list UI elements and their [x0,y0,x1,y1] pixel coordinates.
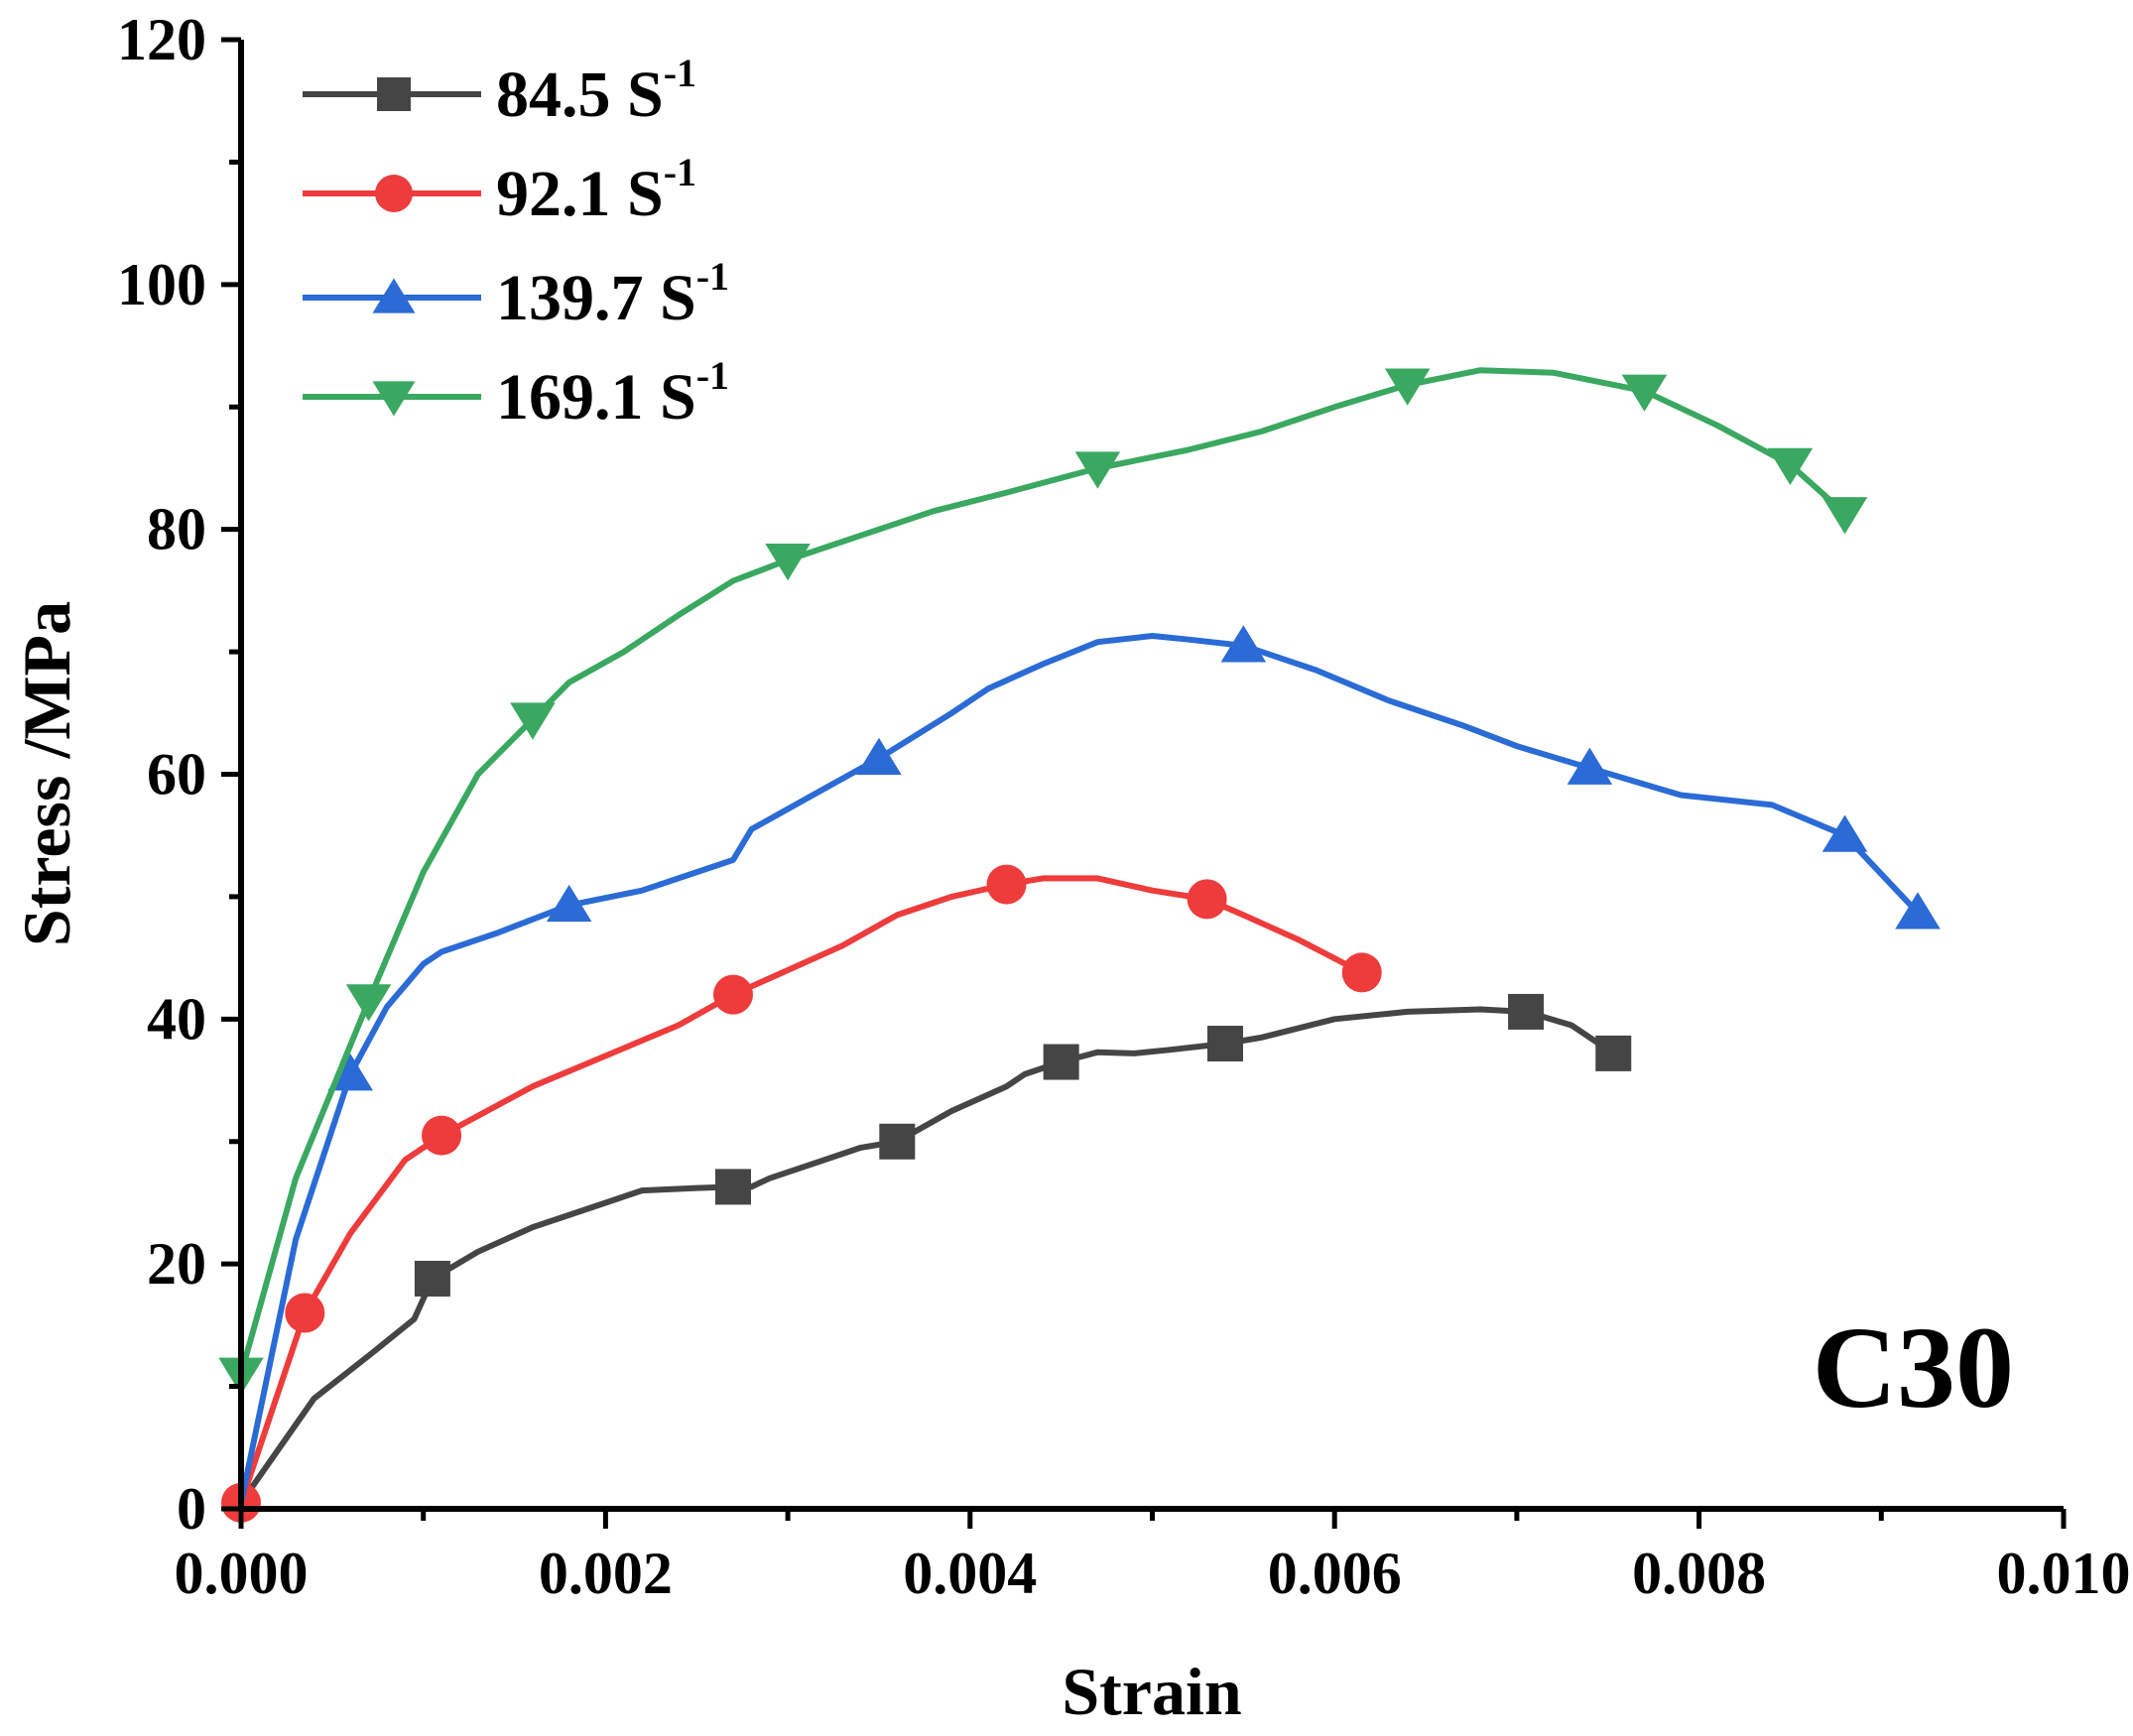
y-tick-label: 80 [147,497,206,562]
plot-lines [218,367,1941,1523]
data-point [1341,952,1382,993]
data-point [510,702,556,740]
data-point [1187,879,1227,920]
legend-marker [372,381,416,417]
data-point [1621,374,1668,412]
y-tick-label: 20 [147,1231,206,1297]
legend-label: 169.1 S-1 [496,353,729,434]
legend-label-superscript: -1 [664,150,696,194]
legend-label-superscript: -1 [696,353,729,398]
data-point [285,1293,325,1333]
data-point [1767,447,1814,485]
data-point [856,737,902,776]
data-point [414,1260,450,1297]
data-point [1595,1035,1632,1071]
y-tick-label: 60 [147,742,206,807]
legend-label-superscript: -1 [664,51,696,95]
data-point [1508,993,1545,1030]
series-1 [221,864,1382,1523]
x-tick-label: 0.000 [175,1541,309,1606]
panel-label-c30: C30 [1813,1302,2014,1432]
data-point [1821,814,1868,852]
data-point [1821,497,1868,535]
data-point [327,1054,373,1091]
legend-label-text: 139.7 S [496,262,696,334]
series-line [238,875,1365,1506]
x-tick-label: 0.008 [1632,1541,1766,1606]
series-2 [238,625,1941,1506]
legend-label-superscript: -1 [696,254,729,299]
legend-label: 92.1 S-1 [496,150,696,230]
data-point [879,1123,916,1160]
y-axis-title: Stress /MPa [9,601,84,946]
legend-marker [372,278,416,313]
data-point [546,884,592,923]
axes [238,40,2064,1512]
data-point [1074,451,1121,489]
legend-item: 92.1 S-1 [303,150,696,230]
x-tick-label: 0.006 [1268,1541,1402,1606]
data-point [1567,747,1613,785]
series-line [238,1006,1617,1506]
x-tick-label: 0.010 [1997,1541,2131,1606]
legend-label-text: 92.1 S [496,158,664,230]
x-tick-label: 0.002 [539,1541,673,1606]
series-0 [238,993,1632,1506]
data-point [345,984,392,1022]
data-point [1043,1044,1079,1080]
legend-label-text: 169.1 S [496,361,696,434]
series-line [238,367,1848,1378]
data-point [712,974,753,1015]
y-tick-label: 40 [147,986,206,1052]
legend-item: 84.5 S-1 [303,51,696,131]
legend-item: 169.1 S-1 [303,353,729,434]
data-point [1384,368,1431,406]
data-point [986,864,1027,905]
y-tick-label: 0 [177,1476,206,1542]
series-line [238,633,1921,1506]
data-point [765,543,811,581]
x-axis-title: Strain [1062,1654,1241,1729]
data-point [1206,1026,1243,1062]
legend-marker [375,175,413,212]
legend-label: 84.5 S-1 [496,51,696,131]
data-point [1895,892,1941,930]
x-tick-label: 0.004 [903,1541,1037,1606]
y-tick-label: 100 [117,252,206,317]
data-point [714,1169,751,1205]
legend-label-text: 84.5 S [496,59,664,131]
ticks: 0.000 0.002 0.004 0.006 0.008 0.010 0 20 40 60 80 1… [117,7,2131,1606]
legend-marker [377,77,411,111]
legend-item: 139.7 S-1 [303,254,729,334]
data-point [422,1115,462,1156]
series-3 [218,367,1868,1395]
legend-label: 139.7 S-1 [496,254,729,334]
y-tick-label: 120 [117,7,206,72]
data-point [1220,625,1267,663]
